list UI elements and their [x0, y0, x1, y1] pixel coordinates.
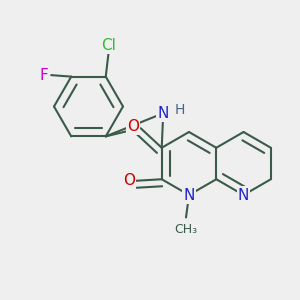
Text: H: H — [175, 103, 185, 117]
Text: F: F — [40, 68, 49, 82]
Text: N: N — [158, 106, 169, 121]
Text: O: O — [123, 173, 135, 188]
Text: N: N — [183, 188, 195, 202]
Text: O: O — [127, 119, 139, 134]
Text: Cl: Cl — [101, 38, 116, 52]
Text: N: N — [238, 188, 249, 202]
Text: CH₃: CH₃ — [174, 223, 198, 236]
